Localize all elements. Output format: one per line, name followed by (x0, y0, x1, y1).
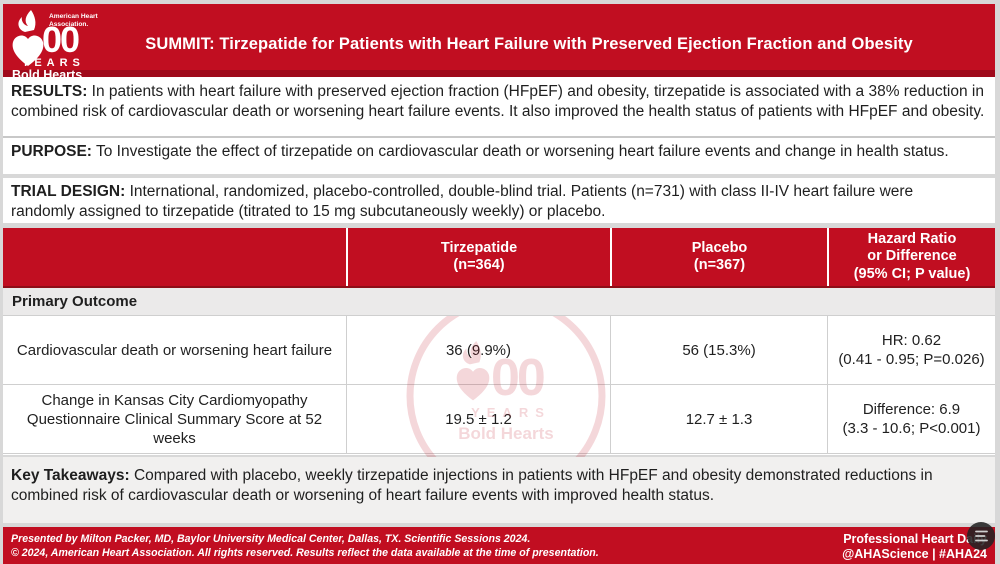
key-takeaways-label: Key Takeaways: (11, 467, 130, 484)
footer-credits: Presented by Milton Packer, MD, Baylor U… (11, 533, 599, 560)
effect-cell: HR: 0.62 (0.41 - 0.95; P=0.026) (827, 316, 995, 385)
aha-logo-mark: 00 (11, 10, 80, 71)
results-section: RESULTS: In patients with heart failure … (3, 77, 995, 138)
footer-social: Professional Heart Daily @AHAScience | #… (842, 532, 987, 561)
outcome-cell: Change in Kansas City Cardiomyopathy Que… (3, 385, 346, 454)
key-takeaways-text: Compared with placebo, weekly tirzepatid… (11, 467, 933, 504)
logo-tagline: Bold Hearts (12, 68, 83, 82)
tirzepatide-cell: 19.5 ± 1.2 (346, 385, 610, 454)
aha-100-years-logo: American Heart Association. 00 YEARS Bol… (11, 7, 143, 82)
purpose-label: PURPOSE: (11, 143, 92, 160)
footer-presenter-line: Presented by Milton Packer, MD, Baylor U… (11, 533, 531, 545)
table-row: Change in Kansas City Cardiomyopathy Que… (3, 385, 995, 454)
logo-number: 00 (42, 19, 80, 60)
footer-hashtag: @AHAScience | #AHA24 (842, 546, 987, 561)
heart-flame-icon (11, 10, 45, 71)
header-bar: SUMMIT: Tirzepatide for Patients with He… (3, 4, 995, 77)
outcome-cell: Cardiovascular death or worsening heart … (3, 316, 346, 385)
placebo-cell: 56 (15.3%) (610, 316, 827, 385)
table-header-tirzepatide: Tirzepatide (n=364) (346, 228, 610, 286)
key-takeaways-section: Key Takeaways: Compared with placebo, we… (3, 457, 995, 523)
trial-design-text: International, randomized, placebo-contr… (11, 183, 914, 220)
purpose-section: PURPOSE: To Investigate the effect of ti… (3, 138, 995, 174)
table-row: Cardiovascular death or worsening heart … (3, 316, 995, 385)
table-header-outcome (3, 228, 346, 286)
logo-years-label: YEARS (22, 57, 85, 69)
table-header-placebo: Placebo (n=367) (610, 228, 827, 286)
footer-bar: Presented by Milton Packer, MD, Baylor U… (3, 527, 995, 564)
table-section-primary-outcome: Primary Outcome (3, 288, 995, 316)
tirzepatide-cell: 36 (9.9%) (346, 316, 610, 385)
slide-title: SUMMIT: Tirzepatide for Patients with He… (145, 35, 913, 53)
overlay-menu-icon[interactable] (966, 521, 996, 551)
results-text: In patients with heart failure with pres… (11, 83, 985, 120)
effect-cell: Difference: 6.9 (3.3 - 10.6; P<0.001) (827, 385, 995, 454)
table-header-row: Tirzepatide (n=364) Placebo (n=367) Haza… (3, 228, 995, 288)
trial-design-section: TRIAL DESIGN: International, randomized,… (3, 178, 995, 223)
purpose-text: To Investigate the effect of tirzepatide… (96, 143, 949, 160)
footer-brand: Professional Heart Daily (843, 532, 987, 546)
results-table: Tirzepatide (n=364) Placebo (n=367) Haza… (3, 228, 995, 455)
placebo-cell: 12.7 ± 1.3 (610, 385, 827, 454)
slide: SUMMIT: Tirzepatide for Patients with He… (3, 4, 995, 564)
trial-design-label: TRIAL DESIGN: (11, 183, 126, 200)
table-header-effect: Hazard Ratio or Difference (95% CI; P va… (827, 228, 995, 286)
results-label: RESULTS: (11, 83, 88, 100)
footer-copyright-line: © 2024, American Heart Association. All … (11, 546, 599, 559)
aha-org-name: American Heart Association. (49, 13, 98, 28)
